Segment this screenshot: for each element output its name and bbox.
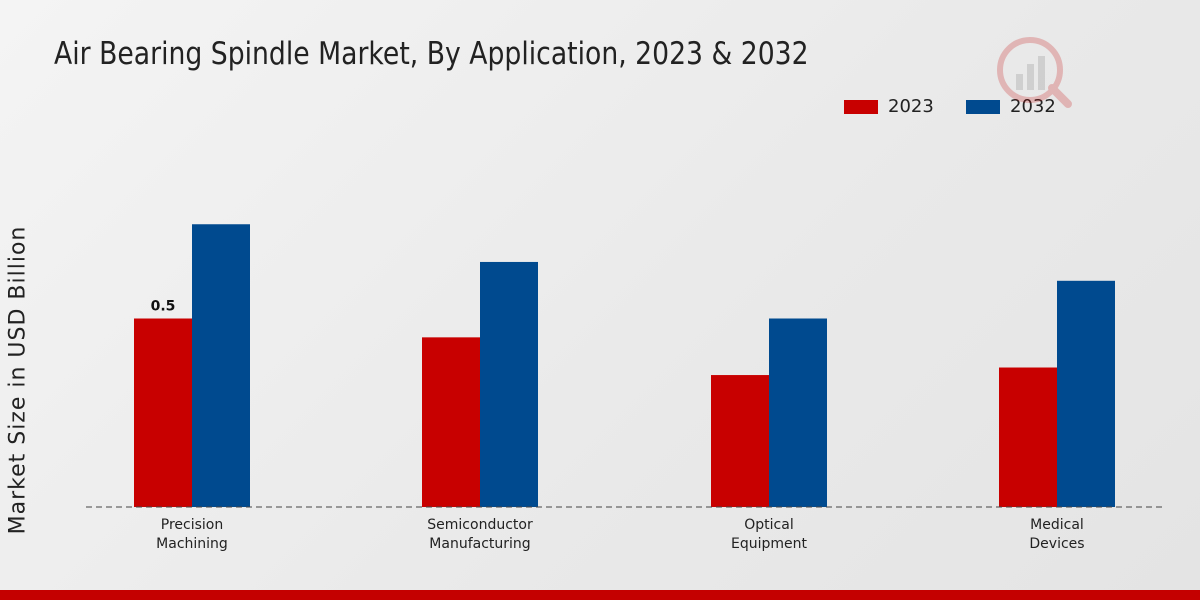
bar-2032-optical [769,318,827,507]
x-tick-label: Optical Equipment [731,517,808,552]
legend-label-2023: 2023 [888,96,934,117]
legend-swatch-2023 [844,99,878,114]
bar-2023-optical [711,375,769,507]
data-label: 0.5 [151,299,176,315]
bar-2032-precision [192,224,250,507]
legend-item-2032: 2032 [966,96,1056,117]
bar-2032-medical [1057,280,1115,507]
bar-2023-semiconductor [422,337,480,507]
bottom-accent-bar [0,590,1200,600]
legend-label-2032: 2032 [1010,96,1056,117]
legend-item-2023: 2023 [844,96,934,117]
x-tick-label: Semiconductor Manufacturing [427,517,533,552]
chart-title: Air Bearing Spindle Market, By Applicati… [54,36,809,72]
legend-swatch-2032 [966,99,1000,114]
x-tick-label: Precision Machining [156,517,228,552]
bar-2032-semiconductor [480,261,538,507]
brand-logo-icon [997,37,1072,108]
bar-2023-medical [999,367,1057,507]
x-tick-label: Medical Devices [1029,517,1084,552]
bar-2023-precision [134,318,192,507]
